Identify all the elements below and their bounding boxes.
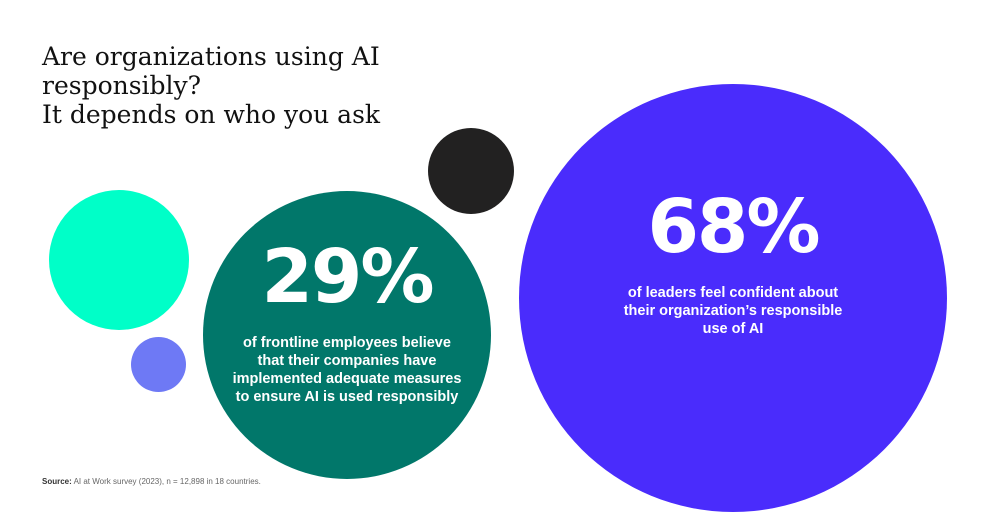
source-text: AI at Work survey (2023), n = 12,898 in … [73, 477, 261, 486]
decorative-teal-circle [49, 190, 189, 330]
source-label: Source: [42, 477, 72, 486]
frontline-stat: 29% of frontline employees believe that … [203, 240, 491, 406]
title-line-3: It depends on who you ask [42, 100, 381, 129]
title-line-1: Are organizations using AI [42, 42, 380, 71]
leaders-percent: 68% [647, 184, 820, 270]
frontline-description: of frontline employees believe that thei… [232, 335, 462, 405]
leaders-bubble [519, 84, 947, 512]
leaders-stat: 68% of leaders feel confident about thei… [519, 190, 947, 338]
frontline-bubble [203, 191, 491, 479]
frontline-percent: 29% [261, 234, 434, 320]
leaders-description: of leaders feel confident about their or… [623, 285, 843, 337]
title-line-2: responsibly? [42, 71, 202, 100]
decorative-black-circle [428, 128, 514, 214]
decorative-lavender-circle [131, 337, 186, 392]
source-note: Source: AI at Work survey (2023), n = 12… [42, 477, 261, 486]
chart-title: Are organizations using AI responsibly? … [42, 42, 462, 129]
